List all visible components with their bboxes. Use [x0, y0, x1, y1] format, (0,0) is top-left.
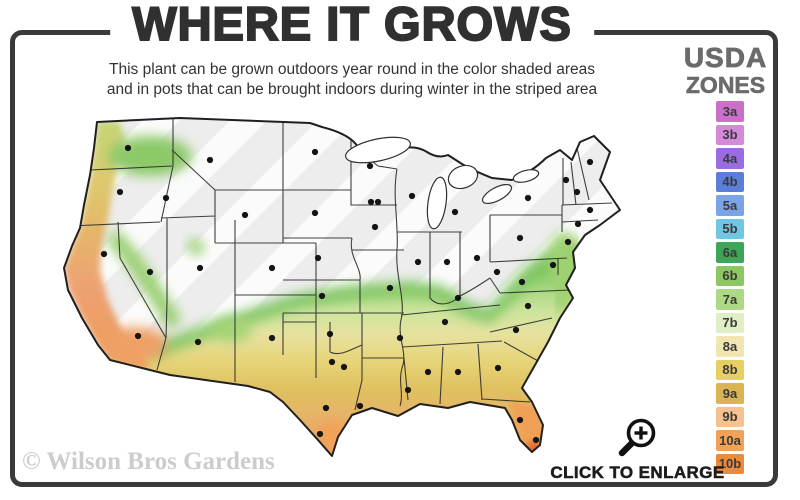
- lake-erie: [481, 183, 513, 205]
- zone-swatch-8b: 8b: [716, 359, 744, 380]
- zone-swatch-8a: 8a: [716, 336, 744, 357]
- city-dot: [162, 194, 170, 202]
- city-dot: [196, 264, 204, 272]
- zone-swatch-3b: 3b: [716, 124, 744, 145]
- city-dot: [366, 162, 374, 170]
- city-dot: [564, 238, 572, 246]
- subtitle-line-1: This plant can be grown outdoors year ro…: [109, 61, 595, 78]
- socal-orange-patch: [103, 327, 167, 363]
- coastal-green-strip: [553, 237, 580, 314]
- city-dot: [494, 364, 502, 372]
- city-dot: [268, 334, 276, 342]
- zone-swatch-6b: 6b: [716, 265, 744, 286]
- arizona-green-patch: [212, 318, 252, 342]
- city-dot: [532, 436, 540, 444]
- city-dot: [116, 188, 124, 196]
- city-dot: [314, 254, 322, 262]
- zone-swatch-3a: 3a: [716, 101, 744, 122]
- subtitle: This plant can be grown outdoors year ro…: [52, 60, 652, 101]
- city-dot: [404, 386, 412, 394]
- city-dot: [206, 156, 214, 164]
- watermark: © Wilson Bros Gardens: [22, 448, 275, 475]
- city-dot: [311, 148, 319, 156]
- zone-swatch-6a: 6a: [716, 242, 744, 263]
- utah-green-patch: [188, 239, 204, 255]
- usda-zone-legend: 3a 3b 4a 4b 5a 5b 6a 6b 7a 7b 8a 8b 9a 9b 10a 10b: [716, 101, 744, 477]
- city-dot: [516, 416, 524, 424]
- state-boundaries: [69, 118, 613, 411]
- city-dot: [326, 330, 334, 338]
- city-dot: [574, 220, 582, 228]
- lake-superior: [345, 136, 411, 164]
- city-dot: [322, 404, 330, 412]
- city-dot: [328, 358, 336, 366]
- legend-title-usda: USDA: [683, 42, 768, 74]
- click-to-enlarge-button[interactable]: CLICK TO ENLARGE: [545, 415, 730, 483]
- city-dot: [516, 234, 524, 242]
- zone-swatch-7a: 7a: [716, 289, 744, 310]
- city-dot: [408, 192, 416, 200]
- zone-swatch-4a: 4a: [716, 148, 744, 169]
- zone-swatch-10b: 10b: [716, 453, 744, 474]
- lake-ontario: [512, 169, 540, 183]
- city-dot: [386, 284, 394, 292]
- city-dot: [311, 209, 319, 217]
- zone-swatch-4b: 4b: [716, 171, 744, 192]
- city-dots: [100, 144, 594, 444]
- cascades-green-patch: [108, 136, 192, 176]
- city-dot: [586, 158, 594, 166]
- green-edge-band: [147, 242, 573, 359]
- subtitle-line-2: and in pots that can be brought indoors …: [106, 81, 598, 99]
- city-dot: [241, 211, 249, 219]
- cta-label: CLICK TO ENLARGE: [550, 463, 725, 483]
- zone-swatch-7b: 7b: [716, 312, 744, 333]
- city-dot: [454, 294, 462, 302]
- city-dot: [586, 206, 594, 214]
- city-dot: [356, 402, 364, 410]
- city-dot: [441, 318, 449, 326]
- city-dot: [414, 258, 422, 266]
- great-lakes: [345, 136, 540, 230]
- zone-swatch-5a: 5a: [716, 195, 744, 216]
- city-dot: [146, 268, 154, 276]
- city-dot: [316, 430, 324, 438]
- city-dot: [100, 250, 108, 258]
- city-dot: [396, 334, 404, 342]
- zone-swatch-9b: 9b: [716, 406, 744, 427]
- lake-huron: [447, 164, 479, 190]
- city-dot: [443, 258, 451, 266]
- city-dot: [518, 278, 526, 286]
- city-dot: [549, 261, 557, 269]
- city-dot: [134, 332, 142, 340]
- city-dot: [573, 188, 581, 196]
- west-coast-band: [64, 120, 150, 370]
- city-dot: [454, 368, 462, 376]
- city-dot: [562, 176, 570, 184]
- lake-michigan: [426, 176, 448, 230]
- city-dot: [524, 302, 532, 310]
- page-title: WHERE IT GROWS: [110, 0, 594, 51]
- zone-swatch-5b: 5b: [716, 218, 744, 239]
- city-dot: [318, 292, 326, 300]
- city-dot: [194, 338, 202, 346]
- city-dot: [340, 363, 348, 371]
- city-dot: [524, 194, 532, 202]
- zone-swatch-9a: 9a: [716, 383, 744, 404]
- city-dot: [473, 254, 481, 262]
- city-dot: [371, 223, 379, 231]
- city-dot: [451, 208, 459, 216]
- city-dot: [367, 198, 375, 206]
- legend-title-zones: ZONES: [685, 72, 766, 99]
- legend-title: USDA ZONES: [648, 42, 800, 99]
- city-dot: [268, 264, 276, 272]
- city-dot: [374, 198, 382, 206]
- city-dot: [512, 326, 520, 334]
- city-dot: [493, 268, 501, 276]
- city-dot: [424, 368, 432, 376]
- us-zones-map[interactable]: [55, 105, 640, 470]
- zone-swatch-10a: 10a: [716, 430, 744, 451]
- magnifier-plus-icon[interactable]: [615, 415, 661, 461]
- city-dot: [124, 144, 132, 152]
